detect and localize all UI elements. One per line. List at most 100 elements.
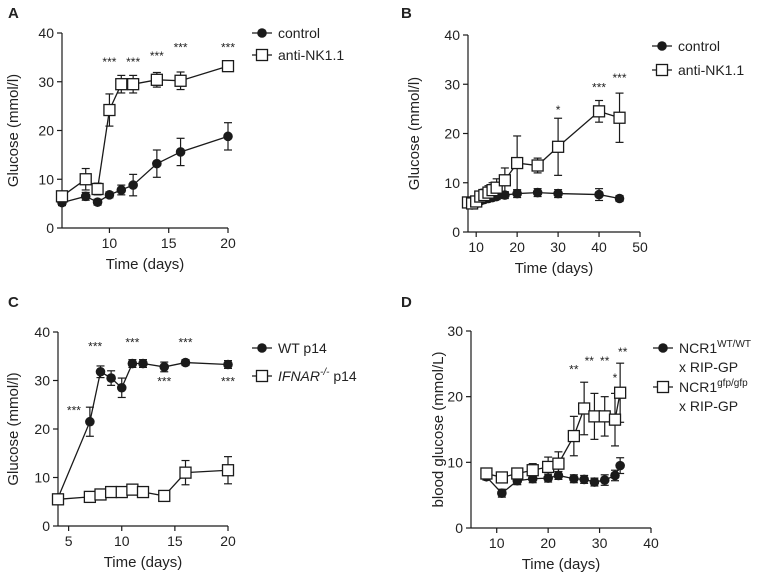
panel-d-series-2-point	[598, 410, 611, 423]
panel-d-series-2-point	[552, 457, 565, 470]
panel-a-series-2-point	[126, 78, 140, 91]
panel-d-series-2-point	[608, 413, 622, 426]
panel-b-chart: 0 10 20 30 40 10 20 30 40 50 Time (days) Glucose (m…	[406, 27, 744, 277]
panel-a-y-tick-label: 40	[38, 25, 54, 41]
panel-b-series-1-point	[553, 188, 563, 199]
panel-c-series-2-point	[126, 483, 139, 496]
panel-b-y-tick-label: 0	[452, 224, 460, 240]
panel-c-y-tick-label: 20	[34, 421, 50, 437]
panel-b-x-tick-label: 10	[468, 239, 484, 255]
panel-c-series-2-point	[158, 489, 171, 503]
panel-a-series-1-point	[116, 185, 127, 195]
panel-a-x-tick-label: 10	[102, 235, 118, 251]
panel-c-x-tick-label: 5	[65, 533, 73, 549]
panel-d-x-tick-label: 40	[643, 535, 659, 551]
panel-a-y-tick-label: 0	[46, 220, 54, 236]
panel-a-legend-marker	[255, 48, 269, 62]
panel-a-series-1-point	[223, 131, 233, 142]
panel-a-x-tick-label: 20	[220, 235, 236, 251]
panel-b-significance-label: *	[556, 103, 561, 117]
panel-b-y-tick-label: 30	[444, 76, 460, 92]
panel-d-chart: 0 10 20 30 10 20 30 40 Time (days) blood glucose …	[430, 323, 751, 573]
panel-b-x-tick-label: 20	[509, 239, 525, 255]
panel-d-legend-label: NCR1gfp/gfp	[679, 378, 748, 395]
panel-b-legend-label: anti-NK1.1	[678, 62, 744, 78]
panel-c-y-tick-label: 10	[34, 470, 50, 486]
panel-d-legend-label-line2: x RIP-GP	[679, 398, 738, 414]
panel-a-significance-label: ***	[221, 41, 235, 55]
panel-c-letter: C	[8, 294, 19, 311]
panel-d-label: D	[401, 294, 412, 311]
panel-b-series-2-point	[613, 111, 626, 124]
panel-c-series-1-point	[85, 416, 95, 427]
legend-label-suffix: p14	[329, 368, 356, 384]
panel-b-series-2-point	[490, 181, 503, 194]
panel-d-series-1-point	[543, 473, 553, 483]
panel-c-significance-label: ***	[221, 374, 235, 388]
panel-a-series-1-point	[80, 191, 91, 202]
panel-d-significance-label: **	[618, 345, 628, 359]
panel-c-chart: 0 10 20 30 40 5 10 15 20 Time (days) Glucose (mmol…	[5, 324, 357, 571]
panel-d-series-1-point	[599, 475, 610, 485]
panel-d-series-2-point	[495, 471, 509, 484]
panel-b-series-2-point	[498, 174, 512, 187]
panel-c-x-tick-label: 15	[167, 533, 183, 549]
panel-a-chart: 0 10 20 30 40 10 15 20 Time (days) Glucose (mmol/…	[5, 25, 344, 273]
panel-b-series-2-point	[531, 159, 544, 172]
panel-a-significance-label: ***	[150, 49, 164, 63]
panel-c-series-1-point	[127, 358, 138, 369]
panel-c-series-2-point	[83, 490, 97, 504]
panel-b-y-axis-label: Glucose (mmol/l)	[406, 77, 423, 190]
panel-a-y-tick-label: 30	[38, 74, 54, 90]
panel-d-series-2-point	[480, 467, 493, 480]
panel-a-significance-label: ***	[174, 41, 188, 55]
panel-b-series-1-point	[532, 187, 543, 198]
legend-label-base: NCR1	[679, 379, 717, 395]
panel-d-series-2-point	[567, 429, 581, 443]
panel-b-x-tick-label: 40	[591, 239, 607, 255]
panel-b-legend-label: control	[678, 38, 720, 54]
panel-c-series-2-point	[94, 488, 107, 501]
panel-c-series-1-point	[180, 357, 191, 368]
panel-c-legend-label: WT p14	[278, 340, 327, 356]
panel-a-series-2-point	[91, 182, 104, 196]
panel-d-x-tick-label: 20	[540, 535, 556, 551]
legend-label-superscript: -/-	[320, 367, 330, 378]
panel-d-significance-label: **	[600, 354, 610, 368]
panel-b-letter: B	[401, 5, 412, 22]
panel-a-series-2-point	[115, 78, 128, 91]
panel-c-significance-label: ***	[67, 403, 81, 417]
panel-d-y-tick-label: 0	[455, 520, 463, 536]
panel-d-significance-label: **	[569, 363, 579, 377]
panel-d-series-2-point	[526, 464, 539, 477]
panel-d-x-tick-label: 10	[489, 535, 505, 551]
panel-d-y-axis-label: blood glucose (mmol/L)	[430, 352, 447, 508]
panel-c-significance-label: ***	[125, 336, 139, 350]
panel-b-legend-marker	[655, 63, 669, 77]
panel-c-label: C	[8, 294, 19, 311]
panel-d-x-axis-label: Time (days)	[522, 556, 601, 573]
panel-c-series-1-point	[159, 362, 170, 372]
panel-d-y-tick-label: 20	[447, 389, 463, 405]
panel-a-series-1-point	[128, 180, 138, 190]
panel-c-series-2-point	[221, 464, 235, 477]
panel-c-series-2-point	[51, 493, 65, 506]
panel-d-significance-label: *	[613, 371, 618, 385]
panel-a-label: A	[8, 5, 19, 22]
legend-label-base: NCR1	[679, 340, 717, 356]
panel-c-legend-label: IFNAR-/- p14	[278, 367, 357, 384]
panel-a-x-tick-label: 15	[161, 235, 177, 251]
panel-c-y-tick-label: 0	[42, 518, 50, 534]
panel-d-series-2-point	[511, 467, 524, 480]
panel-a-series-2-point	[79, 173, 92, 186]
panel-d-legend-marker	[658, 343, 668, 353]
panel-c-y-tick-label: 40	[34, 324, 50, 340]
panel-b-series-2-point	[551, 140, 565, 153]
panel-d-legend-label: NCR1WT/WT	[679, 339, 751, 356]
panel-d-letter: D	[401, 294, 412, 311]
panel-b-series-2-point	[510, 156, 524, 170]
panel-b-series-1-point	[594, 189, 604, 200]
panel-a-series-2-point	[55, 190, 69, 203]
panel-c-significance-label: ***	[88, 339, 102, 353]
